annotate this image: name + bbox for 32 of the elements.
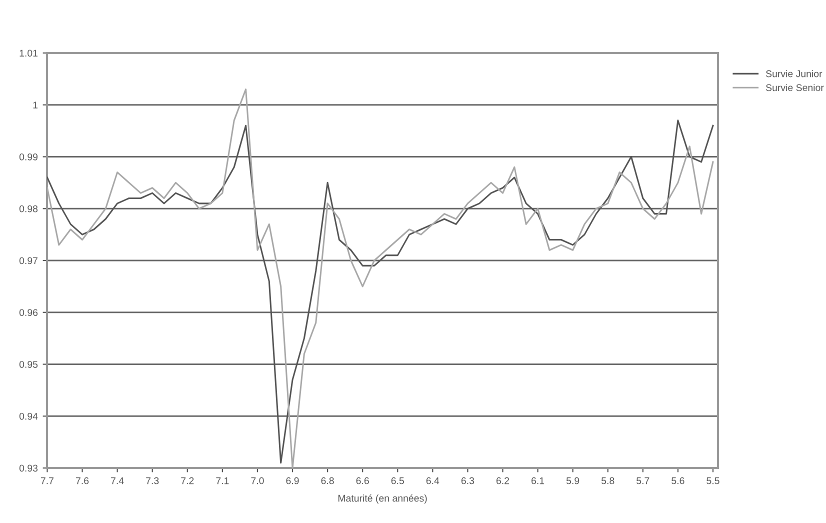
x-tick-label: 5.7 xyxy=(636,477,650,484)
x-tick-label: 6.9 xyxy=(286,477,299,484)
x-tick-label: 5.6 xyxy=(672,477,684,484)
x-axis-title: Maturité (en années) xyxy=(338,494,427,504)
x-tick-label: 6.3 xyxy=(461,477,474,484)
legend-label: Survie Senior xyxy=(766,84,824,92)
x-tick-label: 6.1 xyxy=(532,477,544,484)
x-tick-label: 6.4 xyxy=(426,477,440,484)
y-tick-label: 0.95 xyxy=(19,360,38,368)
x-tick-label: 5.9 xyxy=(566,477,580,484)
x-tick-label: 6.8 xyxy=(321,477,334,484)
legend-label: Survie Junior xyxy=(766,70,822,78)
y-tick-label: 1.01 xyxy=(20,50,38,57)
y-tick-label: 0.94 xyxy=(19,412,38,420)
y-tick-label: 0.98 xyxy=(19,205,38,212)
x-tick-label: 5.5 xyxy=(706,477,720,484)
x-tick-label: 7.3 xyxy=(146,477,159,484)
y-tick-label: 0.97 xyxy=(19,257,38,264)
x-tick-label: 7.6 xyxy=(76,477,89,484)
x-tick-label: 7.0 xyxy=(251,477,264,484)
x-tick-label: 7.1 xyxy=(216,477,229,484)
y-tick-label: 0.96 xyxy=(19,309,38,316)
x-tick-label: 7.4 xyxy=(111,477,124,484)
y-tick-label: 1 xyxy=(33,102,38,108)
x-tick-label: 6.2 xyxy=(496,477,510,484)
x-tick-label: 7.2 xyxy=(181,477,194,484)
x-tick-label: 6.6 xyxy=(356,477,369,484)
y-tick-label: 0.93 xyxy=(19,464,38,472)
x-tick-label: 5.8 xyxy=(601,477,614,484)
x-tick-label: 6.5 xyxy=(391,477,404,484)
x-tick-label: 7.7 xyxy=(40,477,54,484)
y-tick-label: 0.99 xyxy=(19,153,38,160)
